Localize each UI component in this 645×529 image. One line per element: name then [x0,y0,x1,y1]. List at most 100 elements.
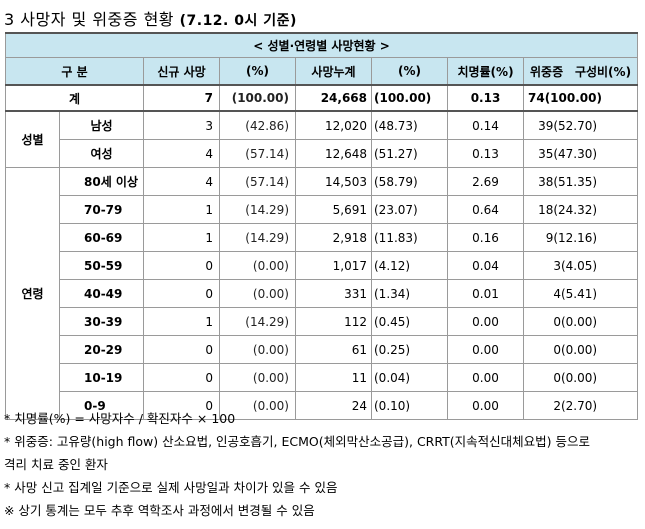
new-pct-cell: (42.86) [219,110,296,140]
new-pct-cell: (14.29) [219,307,296,336]
cum-deaths-cell: 61 [295,335,372,364]
cfr-cell: 0.00 [447,335,524,364]
cum-deaths-cell: 112 [295,307,372,336]
death-stats-table: < 성별·연령별 사망현황 > 구 분 신규 사망 (%) 사망누계 (%) 치… [4,32,639,420]
cum-pct-cell: (0.10) [371,391,448,420]
cfr-cell: 0.14 [447,110,524,140]
cum-pct-cell: (0.04) [371,363,448,392]
row-label: 60-69 [59,223,144,252]
cum-deaths-cell: 5,691 [295,195,372,224]
header-new-pct: (%) [219,57,296,86]
cfr-cell: 2.69 [447,167,524,196]
row-label: 80세 이상 [59,167,144,196]
cum-pct-cell: (58.79) [371,167,448,196]
cum-pct-cell: (48.73) [371,110,448,140]
cum-pct-cell: (51.27) [371,139,448,168]
cfr-cell: 0.16 [447,223,524,252]
severe-cell: 18(24.32) [522,195,639,224]
row-label: 30-39 [59,307,144,336]
new-pct-cell: (0.00) [219,251,296,280]
table-row: 20-29 0 (0.00) 61 (0.25) 0.00 0(0.00) [6,335,639,364]
footnote: * 치명률(%) = 사망자수 / 확진자수 × 100 [4,411,236,426]
new-deaths-cell: 1 [143,195,220,224]
footnote: * 위중증: 고유량(high flow) 산소요법, 인공호흡기, ECMO(… [4,434,591,449]
new-deaths-cell: 0 [143,251,220,280]
severe-cell: 0(0.00) [522,307,639,336]
cum-deaths-cell: 1,017 [295,251,372,280]
header-cfr: 치명률(%) [447,57,524,86]
cum-pct-cell: (0.45) [371,307,448,336]
cum-pct-cell: (4.12) [371,251,448,280]
new-pct-cell: (14.29) [219,223,296,252]
row-label: 10-19 [59,363,144,392]
new-deaths-cell: 3 [143,110,220,140]
cum-deaths-cell: 14,503 [295,167,372,196]
cum-pct-cell: (23.07) [371,195,448,224]
header-severe-ratio: 구성비(%) [574,64,632,79]
table-header-row: 구 분 신규 사망 (%) 사망누계 (%) 치명률(%) 위중증 구성비(%) [5,57,639,86]
table-row: 0-9 0 (0.00) 24 (0.10) 0.00 2(2.70) [6,391,639,420]
severe-cell: 39(52.70) [522,110,639,140]
new-deaths-cell: 1 [143,223,220,252]
severe-cell: 4(5.41) [522,279,639,308]
cfr-cell: 0.00 [447,363,524,392]
new-pct-cell: (57.14) [219,139,296,168]
cfr-cell: 0.13 [447,139,524,168]
cum-deaths-cell: 12,020 [295,110,372,140]
footnotes: * 치명률(%) = 사망자수 / 확진자수 × 100 * 위중증: 고유량(… [4,407,640,522]
footnote: 격리 치료 중인 환자 [4,457,108,472]
table-row: 여성 4 (57.14) 12,648 (51.27) 0.13 35(47.30) [6,139,639,168]
severe-cell: 35(47.30) [522,139,639,168]
table-caption: < 성별·연령별 사망현황 > [4,32,639,58]
cum-deaths-cell: 24 [295,391,372,420]
total-new: 7 [143,84,220,112]
cum-pct-cell: (11.83) [371,223,448,252]
new-deaths-cell: 0 [143,391,220,420]
total-cum: 24,668 [295,84,372,112]
cfr-cell: 0.04 [447,251,524,280]
table-row: 10-19 0 (0.00) 11 (0.04) 0.00 0(0.00) [6,363,639,392]
cum-deaths-cell: 11 [295,363,372,392]
row-group-label: 성별 [5,110,60,168]
cfr-cell: 0.01 [447,279,524,308]
total-cum-pct: (100.00) [371,84,448,112]
table-row: 30-39 1 (14.29) 112 (0.45) 0.00 0(0.00) [6,307,639,336]
heading-title: 3 사망자 및 위중증 현황 [4,10,175,29]
row-label: 여성 [59,139,144,168]
new-pct-cell: (0.00) [219,279,296,308]
new-deaths-cell: 0 [143,279,220,308]
total-cfr: 0.13 [447,84,524,112]
table-row: 70-79 1 (14.29) 5,691 (23.07) 0.64 18(24.32) [6,195,639,224]
new-pct-cell: (57.14) [219,167,296,196]
row-label: 70-79 [59,195,144,224]
total-severe: 74(100.00) [522,84,639,112]
header-severe: 위중증 구성비(%) [522,57,639,86]
section-heading: 3 사망자 및 위중증 현황 (7.12. 0시 기준) [4,6,297,30]
row-group-label: 연령 [5,167,60,420]
new-deaths-cell: 0 [143,335,220,364]
severe-cell: 0(0.00) [522,335,639,364]
cfr-cell: 0.00 [447,307,524,336]
severe-cell: 2(2.70) [522,391,639,420]
table-row: 성별 남성 3 (42.86) 12,020 (48.73) 0.14 39(52.70) [5,110,639,168]
row-label: 50-59 [59,251,144,280]
severe-cell: 3(4.05) [522,251,639,280]
cum-deaths-cell: 12,648 [295,139,372,168]
header-new-deaths: 신규 사망 [143,57,220,86]
cum-pct-cell: (0.25) [371,335,448,364]
cum-pct-cell: (1.34) [371,279,448,308]
footnote: * 사망 신고 집계일 기준으로 실제 사망일과 차이가 있을 수 있음 [4,480,338,495]
new-deaths-cell: 4 [143,139,220,168]
severe-cell: 0(0.00) [522,363,639,392]
severe-cell: 38(51.35) [522,167,639,196]
severe-cell: 9(12.16) [522,223,639,252]
cum-deaths-cell: 331 [295,279,372,308]
cfr-cell: 0.00 [447,391,524,420]
row-label: 40-49 [59,279,144,308]
header-cum-deaths: 사망누계 [295,57,372,86]
header-cum-pct: (%) [371,57,448,86]
new-deaths-cell: 0 [143,363,220,392]
new-pct-cell: (0.00) [219,335,296,364]
row-label: 남성 [59,110,144,140]
header-category: 구 분 [5,57,144,86]
